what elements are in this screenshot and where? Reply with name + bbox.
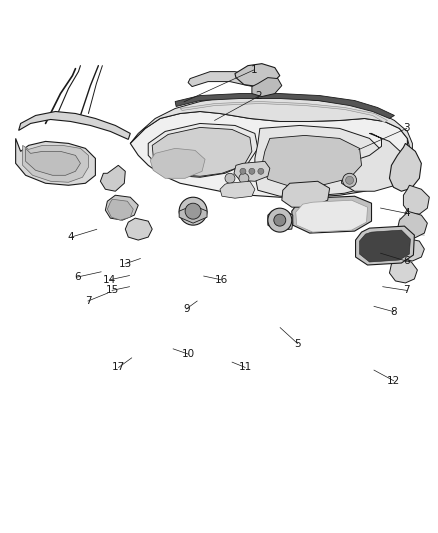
- Polygon shape: [100, 165, 125, 191]
- Polygon shape: [188, 71, 268, 88]
- Polygon shape: [403, 185, 429, 214]
- Circle shape: [239, 173, 249, 183]
- Text: 15: 15: [106, 285, 119, 295]
- Polygon shape: [107, 199, 133, 220]
- Polygon shape: [397, 211, 427, 238]
- Circle shape: [179, 197, 207, 225]
- Text: 10: 10: [182, 349, 195, 359]
- Text: 11: 11: [239, 362, 252, 373]
- Text: 13: 13: [119, 259, 132, 269]
- Polygon shape: [150, 148, 205, 178]
- Circle shape: [249, 168, 255, 174]
- Polygon shape: [268, 210, 293, 230]
- Polygon shape: [252, 78, 282, 96]
- Polygon shape: [180, 101, 388, 123]
- Text: 16: 16: [215, 275, 228, 285]
- Polygon shape: [23, 146, 88, 182]
- Text: 6: 6: [403, 256, 410, 266]
- Circle shape: [346, 176, 353, 184]
- Text: 4: 4: [67, 232, 74, 243]
- Polygon shape: [312, 211, 361, 227]
- Circle shape: [225, 173, 235, 183]
- Polygon shape: [125, 218, 152, 240]
- Circle shape: [343, 173, 357, 187]
- Text: 5: 5: [294, 338, 301, 349]
- Text: 17: 17: [112, 362, 125, 373]
- Polygon shape: [389, 259, 417, 283]
- Polygon shape: [175, 94, 395, 118]
- Text: 1: 1: [251, 65, 257, 75]
- Polygon shape: [389, 143, 421, 191]
- Polygon shape: [25, 148, 81, 175]
- Polygon shape: [179, 205, 207, 223]
- Text: 7: 7: [403, 285, 410, 295]
- Polygon shape: [130, 96, 413, 158]
- Text: 8: 8: [390, 306, 397, 317]
- Polygon shape: [234, 161, 270, 181]
- Polygon shape: [130, 111, 407, 197]
- Polygon shape: [220, 181, 255, 198]
- Polygon shape: [235, 63, 280, 86]
- Circle shape: [185, 203, 201, 219]
- Polygon shape: [356, 226, 414, 265]
- Text: 12: 12: [387, 376, 400, 386]
- Text: 3: 3: [403, 123, 410, 133]
- Polygon shape: [19, 111, 130, 140]
- Polygon shape: [360, 230, 410, 262]
- Polygon shape: [152, 127, 252, 176]
- Polygon shape: [106, 195, 138, 220]
- Text: 2: 2: [255, 92, 261, 101]
- Polygon shape: [397, 238, 424, 261]
- Polygon shape: [148, 124, 258, 177]
- Polygon shape: [262, 135, 361, 186]
- Circle shape: [274, 214, 286, 226]
- Polygon shape: [16, 139, 95, 185]
- Text: 6: 6: [74, 272, 81, 282]
- Text: 14: 14: [103, 275, 117, 285]
- Circle shape: [268, 208, 292, 232]
- Polygon shape: [255, 125, 385, 196]
- Circle shape: [240, 168, 246, 174]
- Polygon shape: [292, 196, 371, 233]
- Polygon shape: [282, 181, 330, 207]
- Polygon shape: [296, 200, 367, 232]
- Circle shape: [258, 168, 264, 174]
- Text: 7: 7: [85, 296, 92, 306]
- Polygon shape: [342, 133, 406, 191]
- Text: 4: 4: [403, 208, 410, 219]
- Text: 9: 9: [183, 304, 190, 314]
